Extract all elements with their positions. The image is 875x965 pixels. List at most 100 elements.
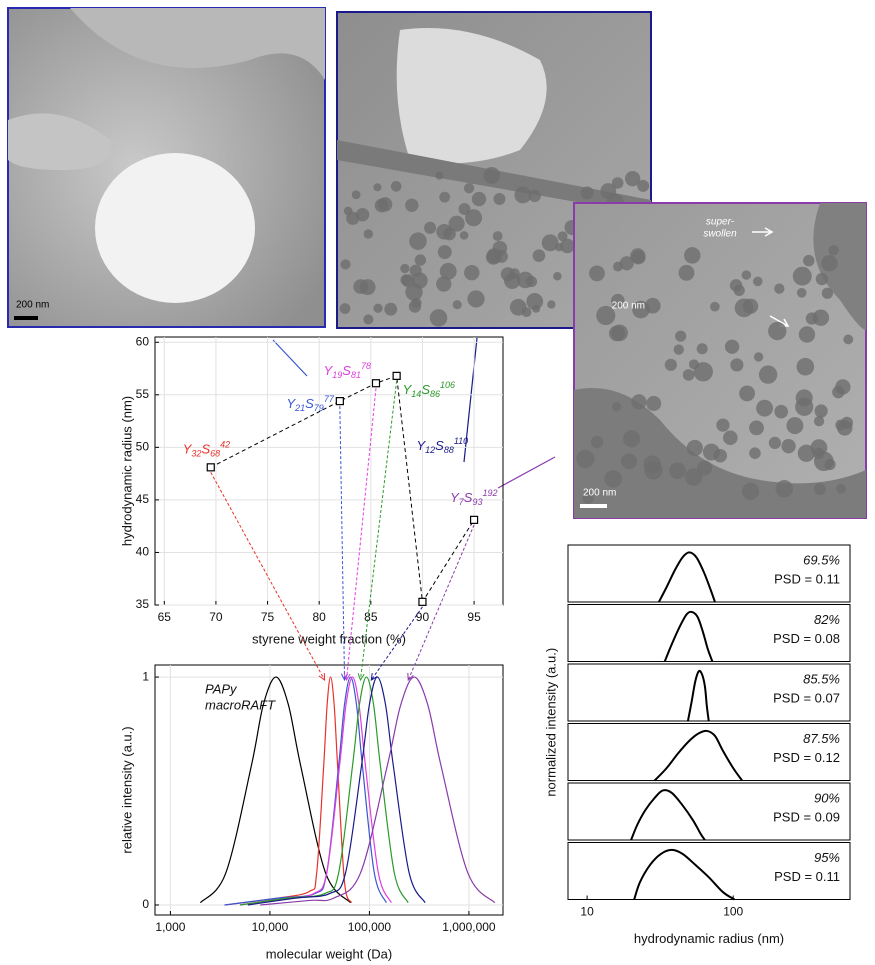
guide-arrow — [210, 472, 326, 681]
particle — [619, 256, 634, 271]
particle — [359, 279, 376, 296]
particle — [346, 211, 360, 225]
particle — [374, 198, 389, 213]
particle — [832, 385, 845, 399]
particle — [611, 402, 622, 412]
particle — [471, 191, 487, 207]
particle — [424, 221, 437, 234]
particle — [739, 385, 756, 402]
particle — [798, 326, 816, 343]
particle — [696, 343, 708, 355]
point-label-part: Y — [450, 490, 460, 505]
x-tick-label: 85 — [364, 610, 378, 624]
point-label: Y14S86106 — [403, 380, 455, 399]
connecting-line — [210, 375, 475, 604]
point-label-part: Y — [183, 442, 193, 457]
particle — [741, 270, 752, 280]
particle — [796, 357, 815, 376]
panel-annotation: PSD = 0.09 — [773, 809, 840, 824]
data-point — [418, 597, 427, 606]
panel-annotation: PSD = 0.11 — [774, 571, 840, 586]
plot-frame — [567, 604, 851, 662]
particle — [723, 430, 738, 446]
point-label-part: 93 — [472, 497, 482, 507]
y-tick-label: 45 — [136, 492, 150, 506]
particle — [749, 447, 761, 460]
distribution-line — [653, 729, 743, 782]
particle — [664, 358, 677, 371]
x-axis-label: molecular weight (Da) — [266, 946, 392, 961]
particle — [557, 231, 568, 242]
particle — [409, 232, 427, 250]
y-tick-label: 60 — [136, 334, 150, 348]
point-label-part: 68 — [210, 449, 220, 459]
particle — [560, 238, 575, 254]
particle — [553, 271, 562, 281]
particle — [630, 248, 646, 264]
point-label-part: 32 — [191, 449, 201, 459]
x-tick-label: 1,000,000 — [442, 920, 496, 934]
particle — [439, 191, 451, 203]
particle — [467, 290, 485, 308]
panel-annotation: 85.5% — [803, 671, 840, 686]
guide-arrow — [359, 380, 398, 681]
particle — [675, 330, 687, 342]
guide-arrow-head — [343, 673, 351, 682]
series-line — [260, 676, 496, 906]
particle — [753, 352, 764, 362]
x-tick-label: 65 — [158, 610, 172, 624]
particle — [688, 359, 700, 370]
particle — [589, 265, 605, 282]
series-line — [199, 676, 351, 904]
particle — [465, 209, 483, 227]
point-label-part: 12 — [425, 445, 435, 455]
point-label-part: S — [421, 382, 430, 397]
x-tick-label: 70 — [209, 610, 223, 624]
particle — [384, 302, 398, 316]
particle — [836, 483, 846, 494]
point-label: Y21S7977 — [286, 394, 334, 413]
annotation: PAPy — [205, 681, 238, 696]
particle — [730, 358, 744, 372]
particle — [710, 301, 720, 312]
particle — [373, 183, 382, 192]
particle — [609, 325, 625, 342]
particle — [400, 274, 412, 286]
particle — [429, 309, 448, 327]
series-line — [224, 676, 353, 906]
particle — [693, 362, 713, 382]
panel-annotation: PSD = 0.11 — [774, 869, 840, 884]
data-point — [371, 379, 381, 388]
x-tick-label: 100,000 — [348, 920, 392, 934]
particle — [840, 416, 854, 429]
x-axis-label: styrene weight fraction (%) — [252, 631, 406, 646]
point-label-part: 42 — [220, 440, 230, 450]
point-label-part: 19 — [332, 371, 342, 381]
x-axis-label: hydrodynamic radius (nm) — [634, 931, 784, 946]
guide-arrow-head — [357, 673, 365, 682]
distribution-line — [633, 848, 736, 901]
point-label: Y7S93192 — [450, 488, 497, 507]
x-tick-label: 10 — [580, 905, 594, 919]
particle — [781, 439, 796, 454]
y-tick-label: 55 — [136, 387, 150, 401]
point-label-part: Y — [403, 382, 413, 397]
connector — [463, 337, 478, 463]
point-label-part: Y — [416, 438, 426, 453]
particle — [439, 262, 457, 280]
data-point — [335, 397, 344, 406]
particle — [686, 439, 703, 457]
micrograph-annotation: super- — [706, 217, 735, 228]
y-tick-label: 1 — [142, 669, 149, 683]
particle — [363, 229, 374, 239]
micrograph — [573, 202, 867, 519]
point-label-part: 21 — [294, 403, 305, 413]
particle — [756, 399, 774, 417]
particle — [682, 369, 695, 381]
particle — [716, 418, 730, 432]
guide-arrow-head — [340, 673, 348, 682]
particle — [373, 303, 383, 313]
guide-arrow-head — [370, 672, 378, 681]
scale-bar-label: 200 nm — [16, 300, 49, 311]
